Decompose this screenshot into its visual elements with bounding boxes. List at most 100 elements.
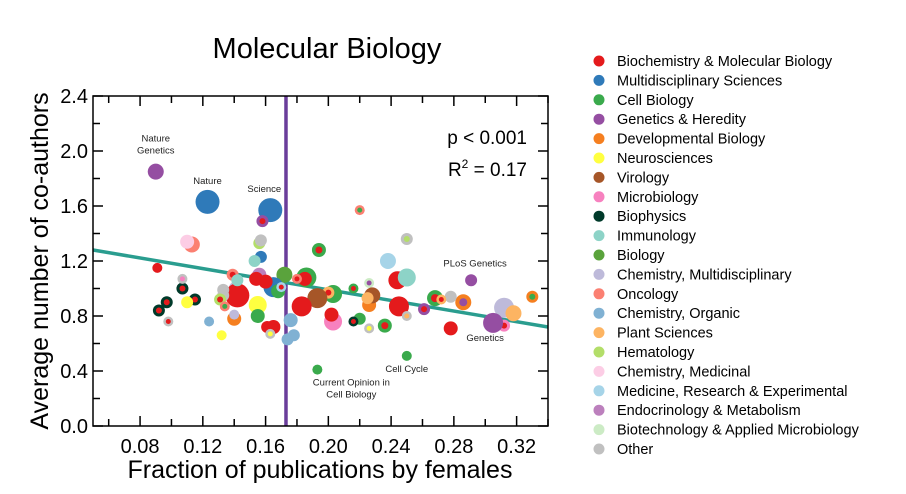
x-tick-label: 0.16 [246, 436, 285, 458]
plot-frame [92, 95, 549, 427]
legend-marker [593, 288, 605, 300]
data-point [483, 312, 504, 333]
legend-label: Chemistry, Multidisciplinary [617, 267, 792, 283]
legend-label: Virology [617, 170, 670, 186]
data-point [401, 350, 412, 361]
legend-marker [593, 55, 605, 67]
legend-marker [593, 171, 605, 183]
data-point-inner [366, 325, 372, 331]
legend-marker [593, 424, 605, 436]
legend-label: Biology [617, 248, 665, 264]
data-point [307, 288, 328, 309]
legend-marker [593, 230, 605, 242]
legend: Biochemistry & Molecular Biology Multidis… [593, 54, 860, 458]
legend-label: Endocrinology & Metabolism [617, 403, 801, 419]
y-tick-label: 0.0 [60, 416, 88, 438]
data-point-inner [438, 297, 444, 302]
legend-label: Biochemistry & Molecular Biology [617, 54, 833, 70]
legend-label: Oncology [617, 287, 679, 303]
data-point [283, 313, 298, 328]
x-tick-label: 0.32 [497, 436, 536, 458]
data-point [225, 283, 250, 308]
legend-label: Genetics & Heredity [617, 112, 747, 128]
y-tick-label: 0.8 [60, 306, 88, 328]
data-point-inner [267, 331, 273, 337]
data-point-inner [165, 319, 171, 324]
data-point [216, 330, 227, 341]
data-point [254, 234, 267, 247]
data-point-inner [357, 207, 363, 213]
data-point [180, 234, 195, 249]
legend-label: Neurosciences [617, 151, 713, 167]
legend-marker [593, 210, 605, 222]
data-point [297, 271, 312, 286]
data-point [291, 296, 312, 317]
data-point-inner [315, 246, 323, 254]
legend-label: Cell Biology [617, 93, 694, 109]
legend-marker [593, 365, 605, 377]
legend-marker [593, 191, 605, 203]
legend-label: Biotechnology & Applied Microbiology [617, 423, 860, 439]
legend-marker [593, 133, 605, 145]
data-point-inner [259, 218, 266, 225]
point-annotation: Nature [142, 134, 171, 145]
data-point [181, 296, 194, 309]
y-tick-label: 0.4 [60, 361, 88, 383]
legend-marker [593, 327, 605, 339]
legend-marker [593, 385, 605, 397]
data-point [379, 253, 396, 269]
legend-label: Chemistry, Organic [617, 306, 740, 322]
data-point-inner [222, 303, 228, 309]
data-point-inner [179, 285, 186, 292]
data-point-inner [179, 276, 185, 282]
data-point-inner [403, 236, 410, 242]
data-point [324, 307, 339, 322]
legend-label: Biophysics [617, 209, 686, 225]
legend-label: Hematology [617, 345, 695, 361]
data-point [281, 333, 294, 346]
x-tick-label: 0.24 [372, 436, 411, 458]
y-tick-label: 2.0 [60, 141, 88, 163]
data-point [147, 163, 164, 180]
data-point-inner [217, 296, 224, 303]
data-point [505, 305, 522, 322]
data-point [248, 255, 261, 267]
x-tick-label: 0.20 [309, 436, 348, 458]
point-annotation: PLoS Genetics [443, 258, 507, 269]
data-point [443, 321, 458, 336]
data-point [397, 268, 416, 287]
data-point-inner [191, 296, 198, 303]
legend-label: Plant Sciences [617, 326, 713, 342]
legend-label: Medicine, Research & Experimental [617, 384, 848, 400]
x-tick-label: 0.12 [183, 436, 222, 458]
data-point [231, 274, 244, 287]
data-point [276, 266, 293, 283]
chart-title: Molecular Biology [213, 33, 442, 65]
point-annotation: Cell Cycle [385, 364, 428, 375]
data-point [465, 274, 478, 287]
x-tick-label: 0.08 [121, 436, 160, 458]
point-annotation: Genetics [466, 333, 504, 344]
data-point-inner [366, 280, 372, 286]
point-annotation: Nature [193, 176, 222, 187]
legend-label: Multidisciplinary Sciences [617, 73, 782, 89]
data-point-inner [163, 299, 170, 306]
y-tick-label: 1.2 [60, 251, 88, 273]
legend-marker [593, 443, 605, 455]
legend-marker [593, 152, 605, 164]
data-point [312, 364, 323, 375]
y-axis-label: Average number of co-authors [26, 92, 54, 429]
legend-marker [593, 113, 605, 125]
legend-marker [593, 249, 605, 261]
data-point-inner [325, 289, 332, 296]
point-annotation: Genetics [137, 146, 175, 157]
legend-marker [593, 94, 605, 106]
point-annotation: Current Opinion in [313, 378, 390, 389]
data-point-inner [294, 276, 300, 282]
data-point [204, 316, 215, 327]
data-point-inner [278, 284, 284, 290]
data-point [229, 309, 240, 320]
legend-label: Developmental Biology [617, 132, 766, 148]
